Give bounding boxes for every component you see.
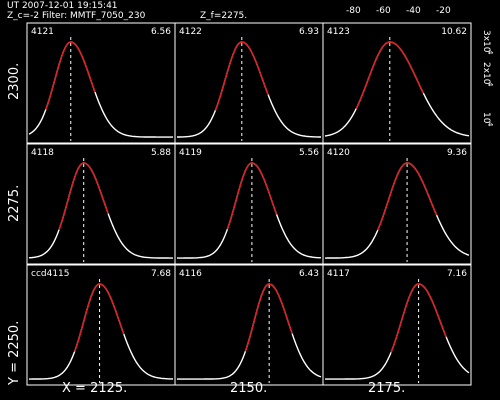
- svg-text:2x10: 2x10: [481, 62, 491, 85]
- panel-frame: [26, 143, 176, 265]
- profile-panel: 4119 5.56: [174, 143, 324, 265]
- svg-text:10: 10: [481, 112, 491, 124]
- profile-line: [177, 162, 321, 259]
- panel-id-label: 4120: [327, 148, 350, 158]
- fit-line: [45, 41, 96, 110]
- panel-value-label: 6.43: [299, 269, 319, 279]
- top-tick-label: -20: [436, 6, 451, 16]
- panel-frame: [174, 22, 324, 144]
- panel-value-label: 5.88: [151, 148, 171, 158]
- panel-id-label: 4118: [31, 148, 54, 158]
- right-axis-bottom-label: 10 4: [481, 112, 494, 127]
- panel-frame: [322, 264, 472, 386]
- profile-panel: 4121 6.56: [26, 22, 176, 144]
- profile-panel: ccd4115 7.68: [26, 264, 176, 386]
- profile-panel: 4122 6.93: [174, 22, 324, 144]
- filter-label: Z_c=-2 Filter: MMTF_7050_230: [7, 11, 146, 21]
- profile-line: [29, 283, 174, 380]
- top-tick-label: -60: [376, 6, 391, 16]
- panel-grid: 4121 6.56 4122 6.93 4123 10.62 4118 5.88 4119 5.5…: [26, 22, 472, 386]
- svg-text:4: 4: [486, 50, 494, 55]
- panel-value-label: 6.56: [151, 27, 171, 37]
- panel-frame: [322, 143, 472, 265]
- x-tick-label: 2150.: [230, 381, 267, 396]
- panel-frame: [322, 22, 472, 144]
- svg-text:X = 2125.: X = 2125.: [62, 381, 127, 396]
- panel-frame: [174, 264, 324, 386]
- profile-line: [177, 41, 321, 138]
- fit-line: [355, 41, 425, 110]
- svg-text:3x10: 3x10: [481, 30, 491, 53]
- profile-line: [177, 283, 322, 380]
- zf-label: Z_f=2275.: [200, 11, 247, 21]
- profile-panel: 4116 6.43: [174, 264, 324, 386]
- top-tick-label: -80: [346, 6, 361, 16]
- y-tick-label: 2275.: [7, 185, 22, 222]
- profile-panel: 4120 9.36: [322, 143, 472, 265]
- panel-value-label: 5.56: [299, 148, 319, 158]
- profile-line: [325, 283, 470, 380]
- panel-id-label: 4121: [31, 27, 54, 37]
- panel-id-label: 4123: [327, 27, 350, 37]
- right-axis-mid-label: 2x10 4: [481, 62, 494, 87]
- panel-value-label: 6.93: [299, 27, 319, 37]
- profile-panel: 4117 7.16: [322, 264, 472, 386]
- profile-line: [28, 162, 173, 259]
- fit-line: [58, 162, 109, 231]
- x-tick-label: 2175.: [368, 381, 405, 396]
- svg-text:4: 4: [486, 122, 494, 127]
- panel-value-label: 9.36: [447, 148, 467, 158]
- x-axis-label: X = 2125.: [62, 381, 127, 396]
- panel-id-label: 4119: [179, 148, 202, 158]
- fit-line: [226, 162, 278, 230]
- fit-line: [73, 283, 125, 352]
- fit-line: [244, 283, 293, 352]
- profile-panel: 4123 10.62: [322, 22, 472, 144]
- panel-frame: [26, 264, 176, 386]
- timestamp-label: UT 2007-12-01 19:15:41: [7, 1, 118, 11]
- panel-frame: [26, 22, 176, 144]
- profile-line: [28, 41, 173, 138]
- panel-id-label: 4122: [179, 27, 202, 37]
- fit-line: [214, 41, 269, 111]
- profile-line: [324, 41, 470, 137]
- svg-text:Y = 2250.: Y = 2250.: [7, 321, 22, 386]
- top-tick-label: -40: [406, 6, 421, 16]
- fit-line: [390, 283, 447, 353]
- panel-value-label: 7.68: [151, 269, 171, 279]
- svg-text:4: 4: [486, 82, 494, 87]
- panel-id-label: ccd4115: [31, 269, 70, 279]
- right-axis-top-label: 3x10 4: [481, 30, 494, 55]
- y-tick-label: 2300.: [7, 63, 22, 100]
- panel-id-label: 4117: [327, 269, 350, 279]
- profile-panel: 4118 5.88: [26, 143, 176, 265]
- y-axis-label: Y = 2250.: [7, 321, 22, 386]
- panel-value-label: 7.16: [447, 269, 467, 279]
- panel-value-label: 10.62: [441, 27, 467, 37]
- panel-id-label: 4116: [179, 269, 202, 279]
- panel-frame: [174, 143, 324, 265]
- fit-line: [377, 162, 438, 231]
